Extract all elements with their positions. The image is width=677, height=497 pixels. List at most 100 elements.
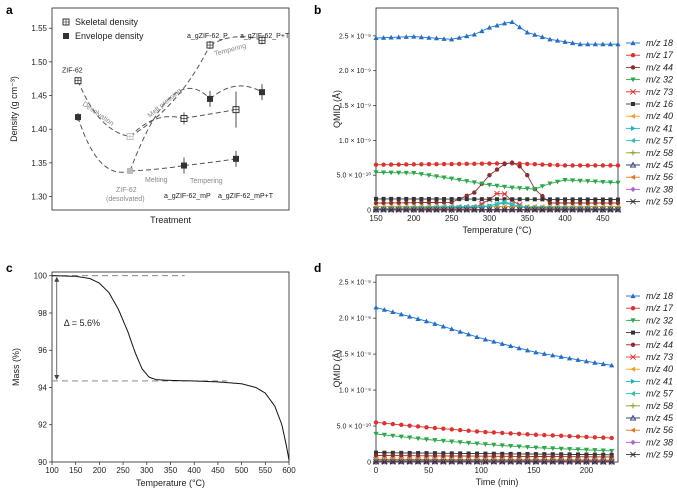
panel-b-data-point [607, 206, 614, 213]
panel-b-data-point [404, 162, 409, 167]
panel-d-data-point [576, 452, 581, 457]
panel-b-data-point [403, 170, 409, 176]
panel-b-data-point [380, 206, 387, 213]
panel-d-data-point [517, 451, 522, 456]
panel-d-data-point [373, 458, 379, 465]
panel-b-data-point [449, 36, 455, 42]
panel-a: 1.30 1.35 1.40 1.45 1.50 1.55 Treatment Density… [9, 7, 290, 225]
panel-b-data-point [449, 161, 454, 167]
panel-b-data-point [396, 34, 402, 40]
panel-b-legend-label: m/z 41 [646, 123, 673, 133]
panel-b-data-point [487, 197, 492, 202]
panel-a-label-zif62: ZIF-62 [62, 68, 83, 75]
panel-d-xtick-label: 200 [580, 466, 594, 475]
panel-d-data-point [491, 454, 497, 459]
panel-b-data-point [486, 24, 493, 30]
panel-b-data-point [388, 34, 394, 40]
panel-c-ytick-label: 96 [38, 346, 47, 355]
panel-b-data-point [411, 171, 417, 176]
panel-b-data-point [441, 206, 447, 213]
panel-d-data-point [592, 435, 598, 440]
panel-b-data-point [395, 206, 402, 213]
panel-b-data-point [615, 41, 621, 47]
panel-b-data-point [471, 180, 477, 186]
panel-b-data-point [577, 178, 583, 184]
panel-b-xtick-label: 250 [445, 214, 459, 223]
panel-d-data-point [373, 453, 379, 458]
panel-b-data-point [411, 162, 417, 167]
panel-a-label-agmpt: a_gZIF-62_mP+T [218, 193, 274, 200]
panel-b-data-point [517, 164, 522, 169]
panel-b-data-point [486, 182, 493, 188]
panel-d-data-point [390, 453, 396, 458]
panel-d-legend-marker [630, 306, 636, 311]
panel-d-data-point [474, 441, 480, 447]
panel-b-data-point [418, 34, 424, 40]
panel-d-data-point [482, 336, 489, 342]
panel-b-data-point [600, 41, 606, 47]
panel-d-legend-marker [630, 451, 636, 458]
panel-d-data-point [491, 338, 497, 344]
panel-d-data-point [542, 432, 547, 438]
panel-b-data-point [441, 161, 447, 167]
panel-d-data-point [550, 452, 555, 457]
panel-d-data-point [584, 452, 589, 457]
panel-b-data-point [426, 173, 432, 178]
panel-b-data-point [547, 197, 552, 202]
panel-a-legend-envelope-marker [63, 33, 69, 39]
panel-d-data-point [407, 450, 412, 455]
panel-b-data-point [448, 206, 455, 213]
panel-a-label-desolvation: Desolvation [81, 101, 115, 128]
panel-b-series-m-z-16 [374, 196, 620, 202]
panel-d-legend-marker [630, 366, 636, 372]
panel-b-legend-label: m/z 73 [646, 87, 673, 97]
panel-d-data-point [432, 453, 438, 459]
panel-d-data-point [398, 434, 404, 440]
panel-a-label-desolvated: ZIF-62 [116, 187, 137, 194]
panel-d-legend-marker [630, 378, 636, 384]
panel-b-data-point [419, 200, 424, 205]
panel-c-xtick-label: 600 [282, 466, 296, 475]
panel-d-data-point [516, 444, 522, 450]
panel-b-data-point [525, 197, 530, 202]
panel-a-skeletal-point-cross [181, 115, 187, 122]
panel-b-data-point [479, 161, 485, 166]
panel-c-xtick-label: 300 [140, 466, 154, 475]
panel-b-ytick-label: 2.5 × 10⁻⁹ [339, 33, 371, 40]
panel-b-legend-marker [630, 198, 636, 205]
panel-a-ytick-label: 1.40 [31, 125, 47, 134]
panel-b-data-point [433, 174, 440, 180]
panel-c-xtick-label: 100 [45, 466, 59, 475]
panel-b-data-point [456, 35, 462, 40]
panel-b-data-point [539, 184, 545, 189]
panel-b-data-point [456, 177, 462, 183]
panel-b-data-point [585, 41, 591, 47]
panel-b-data-point [509, 160, 515, 165]
panel-d-data-point [474, 453, 480, 459]
panel-d-data-point [575, 434, 581, 439]
panel-d-xtick-label: 100 [475, 466, 489, 475]
panel-d-x-axis-label: Time (min) [476, 477, 519, 487]
panel-d-data-point [566, 458, 573, 465]
panel-b-data-point [501, 184, 508, 190]
panel-b-data-point [388, 200, 394, 206]
panel-b-data-point [525, 161, 530, 167]
panel-b-data-point [562, 177, 568, 183]
panel-b-data-point [494, 206, 500, 213]
panel-c-ytick-label: 98 [38, 309, 47, 318]
panel-b-data-point [510, 197, 515, 202]
panel-d-data-point [491, 442, 497, 448]
panel-b-legend-marker [630, 88, 636, 95]
panel-d-data-point [482, 458, 489, 465]
panel-d-data-point [382, 453, 387, 458]
panel-b-xtick-label: 300 [483, 214, 497, 223]
panel-a-path-tempering-top [209, 36, 263, 46]
panel-b-data-point [441, 175, 447, 181]
panel-b-xtick-label: 350 [521, 214, 535, 223]
panel-d-data-point [415, 424, 421, 429]
panel-a-envelope-point [127, 167, 133, 174]
panel-d-data-point [390, 433, 396, 439]
panel-b-data-point [539, 34, 545, 40]
panel-label-a: a [6, 3, 13, 17]
panel-d-data-point [583, 459, 590, 465]
